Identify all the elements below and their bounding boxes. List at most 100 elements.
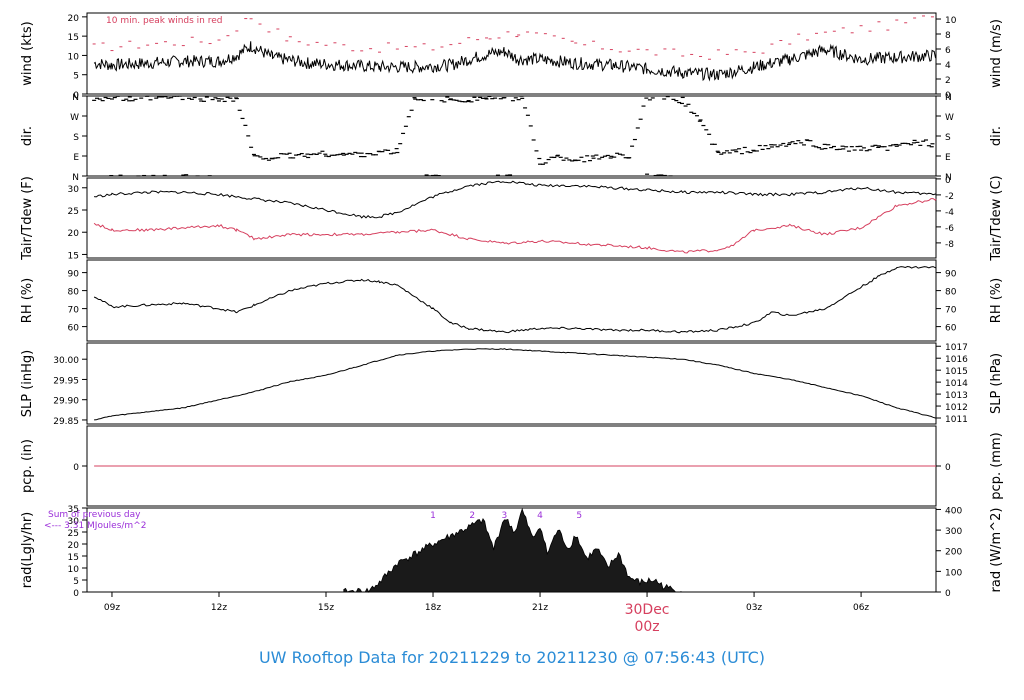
right-tick-label: 10 [945, 16, 957, 26]
hour-mark: 2 [469, 511, 475, 521]
left-tick-label: 80 [68, 288, 80, 298]
y-axis-label-right: Tair/Tdew (C) [989, 175, 1004, 261]
panel-2: 15 20 25 30 -8 -6 -4 -2 0 Tair/Tdew (F) Tair/Tdew … [20, 175, 1004, 261]
hour-mark: 5 [576, 511, 582, 521]
right-tick-label: 60 [945, 324, 957, 334]
series-line-0 [94, 348, 937, 421]
y-axis-label-left: pcp. (in) [20, 439, 35, 493]
x-tick-label: 06z [853, 603, 869, 613]
series-line-1 [93, 198, 937, 254]
hour-mark: 3 [501, 511, 507, 521]
right-tick-label: 0 [945, 589, 951, 599]
x-date-tick-label: 00z [634, 619, 659, 635]
peak-wind-note: 10 min. peak winds in red [106, 16, 223, 26]
y-axis-label-right: dir. [989, 126, 1004, 146]
right-tick-label: N [945, 93, 952, 103]
left-tick-label: 0 [73, 91, 79, 101]
panel-frame [86, 12, 937, 95]
right-tick-label: 2 [945, 76, 951, 86]
right-tick-label: 1017 [945, 343, 968, 353]
right-tick-label: 1013 [945, 391, 968, 401]
y-axis-label-left: SLP (inHg) [20, 350, 35, 418]
series-line-0 [94, 180, 937, 219]
right-tick-label: -6 [945, 224, 954, 234]
left-tick-label: N [72, 93, 79, 103]
y-axis-label-left: RH (%) [20, 278, 35, 323]
left-tick-label: 35 [68, 505, 79, 515]
right-tick-label: -8 [945, 240, 954, 250]
left-tick-label: S [73, 133, 79, 143]
daily-sum-label: Sum of previous day [48, 510, 141, 520]
left-tick-label: 10 [68, 52, 80, 62]
left-tick-label: 30.00 [53, 356, 79, 366]
right-tick-label: E [945, 153, 951, 163]
right-tick-label: 0 [945, 463, 951, 473]
left-tick-label: 5 [73, 577, 79, 587]
hour-mark: 4 [537, 511, 543, 521]
left-tick-label: 20 [68, 14, 80, 24]
y-axis-label-left: wind (kts) [20, 21, 35, 85]
right-tick-label: 80 [945, 288, 957, 298]
footer-title: UW Rooftop Data for 20211229 to 20211230… [258, 648, 766, 667]
series-line-0 [93, 41, 937, 82]
x-tick-label: 12z [211, 603, 227, 613]
series-line-0 [93, 265, 937, 334]
y-axis-label-right: SLP (hPa) [989, 353, 1004, 414]
left-tick-label: 29.85 [53, 417, 79, 427]
left-tick-label: 29.90 [53, 397, 79, 407]
right-tick-label: 100 [945, 568, 962, 578]
y-axis-label-left: Tair/Tdew (F) [20, 176, 35, 261]
right-tick-label: -2 [945, 192, 954, 202]
right-tick-label: 400 [945, 506, 962, 516]
hour-mark: 1 [430, 511, 436, 521]
left-tick-label: 90 [68, 270, 80, 280]
left-tick-label: E [73, 153, 79, 163]
y-axis-label-left: dir. [20, 126, 35, 146]
left-tick-label: 0 [73, 589, 79, 599]
panel-frame [86, 342, 937, 425]
right-tick-label: 0 [945, 176, 951, 186]
panel-5: 0 0 pcp. (in) pcp. (mm) [20, 425, 1004, 507]
right-tick-label: N [945, 173, 952, 183]
right-tick-label: S [945, 133, 951, 143]
x-date-label: 30Dec [625, 602, 670, 618]
right-tick-label: 6 [945, 46, 951, 56]
left-tick-label: 15 [68, 251, 79, 261]
y-axis-label-right: RH (%) [989, 278, 1004, 323]
radiation-area [343, 507, 683, 593]
x-tick-label: 15z [318, 603, 334, 613]
right-tick-label: 8 [945, 31, 951, 41]
right-tick-label: 1012 [945, 403, 968, 413]
left-tick-label: 10 [68, 565, 80, 575]
right-tick-label: 70 [945, 306, 957, 316]
right-tick-label: 200 [945, 548, 962, 558]
left-tick-label: 30 [68, 517, 80, 527]
right-tick-label: 1015 [945, 367, 968, 377]
right-tick-label: 90 [945, 270, 957, 280]
left-tick-label: 20 [68, 541, 80, 551]
daily-sum-value: <--- 3.31 MJoules/m^2 [44, 521, 146, 531]
y-axis-label-right: wind (m/s) [989, 19, 1004, 88]
left-tick-label: 30 [68, 185, 80, 195]
right-tick-label: 1014 [945, 379, 968, 389]
right-tick-label: W [945, 113, 954, 123]
left-tick-label: 20 [68, 229, 80, 239]
left-tick-label: 29.95 [53, 376, 79, 386]
x-tick-label: 21z [532, 603, 548, 613]
y-axis-label-right: pcp. (mm) [989, 432, 1004, 499]
panel-0: 0 5 10 15 20 0 2 4 6 8 10 wind (kts) wind (m/s) 10 mi… [20, 12, 1004, 101]
left-tick-label: 60 [68, 324, 80, 334]
y-axis-label-right: rad (W/m^2) [989, 508, 1004, 593]
left-tick-label: 15 [68, 33, 79, 43]
right-tick-label: -4 [945, 208, 954, 218]
x-tick-label: 09z [104, 603, 120, 613]
right-tick-label: 1016 [945, 355, 968, 365]
left-tick-label: 70 [68, 306, 80, 316]
left-tick-label: 15 [68, 553, 79, 563]
left-tick-label: W [70, 113, 79, 123]
right-tick-label: 4 [945, 61, 951, 71]
panel-frame [86, 95, 937, 177]
